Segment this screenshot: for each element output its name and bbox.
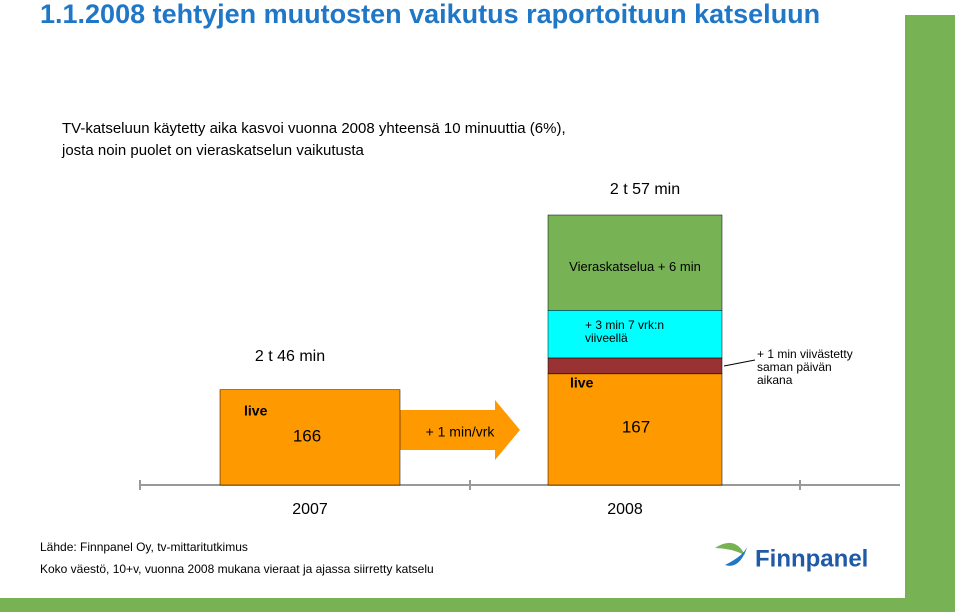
source: Lähde: Finnpanel Oy, tv-mittaritutkimus [40,540,248,554]
value-label: 166 [293,426,321,445]
total-label: 2 t 46 min [255,348,325,365]
series-label: + 3 min 7 vrk:n viiveellä [585,318,665,345]
side-stripe [905,15,955,612]
series-label: live [570,375,594,391]
logo-icon [715,542,748,566]
note: Koko väestö, 10+v, vuonna 2008 mukana vi… [40,562,434,576]
x-tick-label: 2008 [607,501,643,518]
value-label: 167 [622,417,650,436]
subtitle: TV-katseluun käytetty aika kasvoi vuonna… [62,120,566,137]
subtitle: josta noin puolet on vieraskatselun vaik… [62,142,364,159]
bar-segment [547,310,723,359]
bar-segment [547,357,723,375]
bottom-stripe [0,598,955,612]
title: 1.1.2008 tehtyjen muutosten vaikutus rap… [40,0,821,29]
arrow [400,400,520,460]
bar-segment [219,389,401,486]
logo: Finnpanel [755,545,868,572]
pointer [723,359,756,367]
annotation: + 1 min/vrk [426,424,496,440]
total-label: 2 t 57 min [610,181,680,198]
series-label: Vieraskatselua + 6 min [569,259,701,274]
series-label: live [244,403,268,419]
x-tick-label: 2007 [292,501,328,518]
bar-segment [547,214,723,311]
series-label: + 1 min viivästetty saman päivän aikana [757,347,853,387]
